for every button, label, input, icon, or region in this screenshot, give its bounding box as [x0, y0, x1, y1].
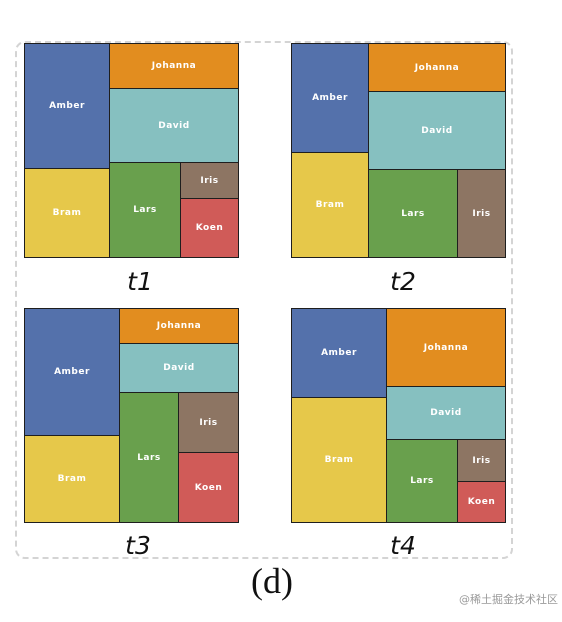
cell-lars: Lars	[119, 392, 179, 523]
treemap-t3: Amber Johanna David Bram Lars Iris Koen	[24, 308, 239, 523]
dashed-frame	[15, 41, 513, 559]
caption-t3: t3	[125, 531, 151, 560]
cell-iris: Iris	[178, 392, 239, 453]
cell-johanna: Johanna	[386, 308, 506, 387]
cell-bram: Bram	[24, 435, 120, 523]
cell-johanna: Johanna	[368, 43, 506, 92]
cell-david: David	[386, 386, 506, 440]
cell-david: David	[119, 343, 239, 393]
caption-t1: t1	[127, 267, 153, 296]
cell-amber: Amber	[291, 308, 387, 398]
cell-lars: Lars	[109, 162, 181, 258]
cell-bram: Bram	[291, 152, 369, 258]
cell-iris: Iris	[457, 439, 506, 482]
treemap-t1: Amber Johanna David Bram Lars Iris Koen	[24, 43, 239, 258]
treemap-t4: Amber Johanna David Bram Lars Iris Koen	[291, 308, 506, 523]
cell-lars: Lars	[386, 439, 458, 523]
cell-iris: Iris	[180, 162, 239, 199]
cell-bram: Bram	[291, 397, 387, 523]
cell-amber: Amber	[24, 43, 110, 169]
cell-koen: Koen	[457, 481, 506, 523]
caption-t2: t2	[390, 267, 416, 296]
caption-t4: t4	[390, 531, 416, 560]
cell-lars: Lars	[368, 169, 458, 258]
panel-label: (d)	[251, 561, 293, 601]
cell-david: David	[109, 88, 239, 163]
cell-david: David	[368, 91, 506, 170]
cell-amber: Amber	[291, 43, 369, 153]
cell-koen: Koen	[180, 198, 239, 258]
watermark: @稀土掘金技术社区	[459, 593, 558, 606]
cell-johanna: Johanna	[109, 43, 239, 89]
treemap-t2: Amber Johanna David Bram Lars Iris	[291, 43, 506, 258]
cell-iris: Iris	[457, 169, 506, 258]
cell-amber: Amber	[24, 308, 120, 436]
cell-johanna: Johanna	[119, 308, 239, 344]
cell-koen: Koen	[178, 452, 239, 523]
cell-bram: Bram	[24, 168, 110, 258]
